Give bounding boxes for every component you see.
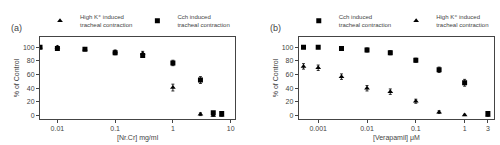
svg-text:High K⁺ inducedtracheal contra: High K⁺ inducedtracheal contraction <box>436 14 488 28</box>
svg-text:0.1: 0.1 <box>411 125 421 132</box>
svg-text:0.01: 0.01 <box>360 125 374 132</box>
svg-text:100: 100 <box>282 44 294 51</box>
svg-text:60: 60 <box>27 71 35 78</box>
svg-text:Cch inducedtracheal contractio: Cch inducedtracheal contraction <box>339 14 391 28</box>
svg-text:0.001: 0.001 <box>309 125 327 132</box>
svg-text:1: 1 <box>171 125 175 132</box>
svg-text:20: 20 <box>286 98 294 105</box>
svg-text:0.1: 0.1 <box>110 125 120 132</box>
svg-text:40: 40 <box>286 85 294 92</box>
svg-text:40: 40 <box>27 85 35 92</box>
svg-text:3: 3 <box>486 125 490 132</box>
svg-text:0: 0 <box>31 112 35 119</box>
svg-text:10: 10 <box>227 125 235 132</box>
svg-text:% of Control: % of Control <box>272 58 279 97</box>
svg-text:80: 80 <box>27 57 35 64</box>
svg-text:0: 0 <box>289 112 293 119</box>
svg-text:% of Control: % of Control <box>13 58 20 97</box>
svg-text:(a): (a) <box>11 23 22 33</box>
svg-text:1: 1 <box>463 125 467 132</box>
svg-text:80: 80 <box>286 57 294 64</box>
svg-text:(b): (b) <box>270 23 281 33</box>
svg-text:Cch inducedtracheal contractio: Cch inducedtracheal contraction <box>177 14 229 28</box>
svg-text:100: 100 <box>23 44 35 51</box>
svg-text:[Nr.Cr] mg/ml: [Nr.Cr] mg/ml <box>117 134 159 142</box>
svg-text:20: 20 <box>27 98 35 105</box>
svg-text:High K⁺ inducedtracheal contra: High K⁺ inducedtracheal contraction <box>80 14 132 28</box>
svg-text:[Verapamil] μM: [Verapamil] μM <box>373 134 420 142</box>
svg-text:0.01: 0.01 <box>51 125 65 132</box>
svg-text:60: 60 <box>286 71 294 78</box>
